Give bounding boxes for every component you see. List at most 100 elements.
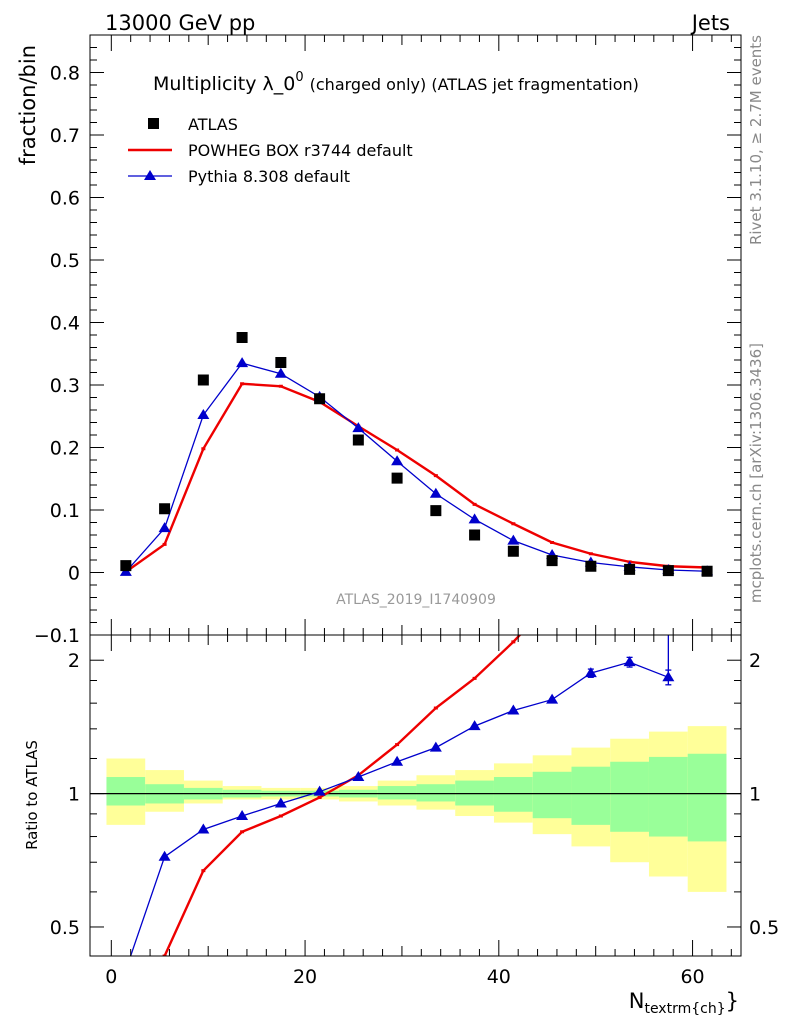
y-tick-label: 0.7 — [50, 125, 80, 147]
y-tick-label: 0.6 — [50, 188, 80, 210]
atlas-point — [430, 505, 442, 517]
process-label: Jets — [690, 11, 730, 35]
ratio-y-tick-label: 0.5 — [50, 917, 80, 939]
y-tick-label: 0.4 — [50, 313, 80, 335]
x-tick-label: 60 — [680, 966, 704, 988]
atlas-point — [662, 565, 674, 577]
pythia-point — [429, 487, 442, 498]
y-tick-label: 0 — [68, 563, 80, 585]
pythia-point — [391, 455, 404, 466]
ratio-x-axis-label: Ntextrm{ch}} — [629, 989, 739, 1017]
energy-label: 13000 GeV pp — [105, 11, 255, 35]
pythia-ratio-point — [313, 785, 326, 796]
ratio-y-axis-label: Ratio to ATLAS — [23, 740, 41, 850]
atlas-point — [546, 555, 558, 567]
uncertainty-band-inner — [648, 756, 688, 837]
pythia-ratio-point — [274, 797, 287, 808]
atlas-point — [507, 545, 519, 557]
chart-subtitle: (charged only) (ATLAS jet fragmentation) — [310, 75, 639, 94]
pythia-ratio-point — [468, 720, 481, 731]
uncertainty-band-inner — [610, 761, 649, 832]
atlas-point — [585, 560, 597, 572]
ratio-bands — [90, 726, 741, 892]
header: 13000 GeV pp Jets — [105, 11, 730, 35]
atlas-point — [275, 357, 287, 368]
legend-label-powheg: POWHEG BOX r3744 default — [188, 141, 413, 160]
atlas-point — [159, 503, 171, 515]
analysis-label: ATLAS_2019_I1740909 — [336, 592, 496, 608]
atlas-point — [701, 565, 713, 577]
ratio-series-clipped — [120, 635, 675, 974]
rivet-label: Rivet 3.1.10, ≥ 2.7M events — [747, 35, 765, 245]
pythia-point — [274, 367, 287, 378]
atlas-point — [469, 529, 481, 541]
pythia-ratio-point — [158, 850, 171, 861]
pythia-point — [158, 522, 171, 533]
uncertainty-band-inner — [493, 777, 533, 812]
atlas-point — [352, 434, 364, 446]
legend-label-pythia: Pythia 8.308 default — [188, 167, 350, 186]
y-tick-label: 0.3 — [50, 375, 80, 397]
chart-title: Multiplicity λ_00 (charged only) (ATLAS j… — [153, 70, 639, 95]
uncertainty-band-inner — [416, 784, 456, 802]
uncertainty-band-inner — [571, 766, 611, 825]
pythia-ratio-point — [429, 741, 442, 752]
uncertainty-band-inner — [532, 771, 572, 819]
powheg-line — [125, 382, 708, 573]
pythia-ratio-point — [120, 964, 132, 974]
x-label-close: } — [726, 989, 739, 1013]
ratio-y-tick-label: 2 — [68, 650, 80, 672]
ratio-y-axis: 0.5 0.5 1 1 2 2 — [50, 650, 779, 939]
ratio-y-tick-label-right: 2 — [749, 650, 761, 672]
mcplots-label: mcplots.cern.ch [arXiv:1306.3436] — [747, 343, 765, 603]
uncertainty-band-inner — [377, 786, 417, 800]
atlas-point — [197, 374, 209, 386]
legend-label-atlas: ATLAS — [188, 115, 238, 134]
pythia-point — [468, 513, 481, 524]
pythia-line — [125, 362, 708, 573]
y-tick-label: 0.2 — [50, 438, 80, 460]
pythia-point — [197, 409, 210, 419]
main-y-axis: −0.1 0 0.1 0.2 0.3 0.4 0.5 0.6 0.7 0.8 — [34, 47, 741, 647]
pythia-point — [352, 422, 365, 433]
ratio-series — [120, 635, 675, 974]
chart-title-sup: 0 — [295, 70, 303, 85]
pythia-ratio-point — [507, 704, 520, 715]
x-tick-label: 0 — [105, 966, 117, 988]
x-label-main: N — [629, 989, 645, 1013]
main-series — [119, 332, 714, 577]
pythia-ratio-point — [584, 667, 597, 678]
ratio-y-tick-label-right: 1 — [749, 784, 761, 806]
uncertainty-band-inner — [106, 777, 146, 806]
y-tick-label: 0.8 — [50, 63, 80, 85]
y-tick-label: −0.1 — [34, 625, 80, 647]
pythia-point — [236, 357, 249, 368]
pythia-ratio-point — [197, 823, 210, 834]
atlas-point — [314, 393, 326, 405]
x-tick-label: 40 — [487, 966, 511, 988]
pythia-ratio-point — [236, 810, 249, 821]
pythia-ratio-point — [623, 656, 636, 667]
ratio-x-axis: 0 20 40 60 — [105, 635, 732, 988]
main-x-ticks — [110, 35, 732, 635]
pythia-ratio-point — [546, 693, 559, 704]
legend: ATLAS POWHEG BOX r3744 default Pythia 8.… — [128, 115, 413, 186]
x-label-sub: textrm{ch} — [644, 1001, 725, 1017]
ratio-y-tick-label: 1 — [68, 784, 80, 806]
legend-marker-pythia — [144, 170, 156, 180]
ratio-y-tick-label-right: 0.5 — [749, 917, 779, 939]
atlas-point — [236, 332, 248, 343]
y-tick-label: 0.5 — [50, 250, 80, 272]
atlas-point — [624, 563, 636, 575]
atlas-point — [120, 560, 132, 572]
legend-marker-atlas — [148, 118, 159, 129]
y-tick-label: 0.1 — [50, 500, 80, 522]
uncertainty-band-inner — [687, 753, 727, 842]
ratio-plot-frame — [89, 634, 742, 957]
pythia-ratio-point — [352, 771, 365, 782]
pythia-ratio-point — [391, 755, 404, 766]
chart-title-main: Multiplicity λ_0 — [153, 73, 295, 95]
atlas-point — [391, 472, 403, 484]
x-tick-label: 20 — [293, 966, 317, 988]
